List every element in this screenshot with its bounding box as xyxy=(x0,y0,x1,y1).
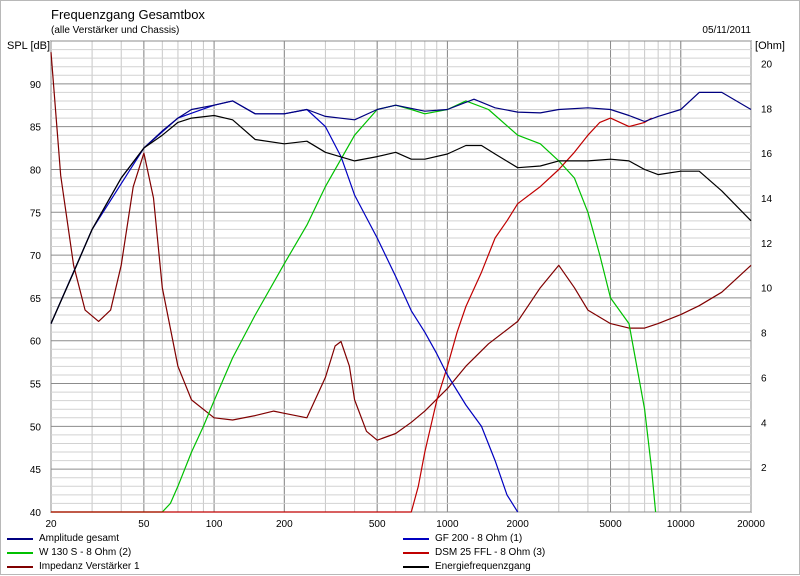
y-right-tick-label: 10 xyxy=(761,284,773,295)
chart-date: 05/11/2011 xyxy=(702,25,751,36)
legend-swatch xyxy=(7,538,33,540)
series-line-energiefrequenzgang xyxy=(50,114,752,324)
y-right-tick-label: 6 xyxy=(761,373,767,384)
y-left-axis-label: SPL [dB] xyxy=(7,40,51,52)
y-right-tick-label: 2 xyxy=(761,463,767,474)
x-tick-label: 100 xyxy=(206,519,223,530)
x-tick-label: 500 xyxy=(369,519,386,530)
y-left-tick-label: 40 xyxy=(30,508,42,519)
series-line-amplitude-gesamt xyxy=(50,91,752,324)
series-line-gf-200-8-ohm-1 xyxy=(50,100,519,513)
x-tick-label: 2000 xyxy=(507,519,530,530)
y-left-tick-label: 65 xyxy=(30,294,42,305)
y-left-tick-label: 70 xyxy=(30,251,42,262)
y-left-tick-label: 85 xyxy=(30,123,42,134)
legend-label: Energiefrequenzgang xyxy=(435,561,531,572)
series-line-impedanz-verst-rker-1 xyxy=(50,52,752,441)
y-left-tick-label: 45 xyxy=(30,465,42,476)
y-left-tick-label: 50 xyxy=(30,422,42,433)
legend-swatch xyxy=(403,552,429,554)
legend-label: W 130 S - 8 Ohm (2) xyxy=(39,547,132,558)
y-right-tick-label: 8 xyxy=(761,329,767,340)
x-tick-label: 5000 xyxy=(599,519,622,530)
x-tick-label: 1000 xyxy=(436,519,459,530)
chart-title: Frequenzgang Gesamtbox xyxy=(51,7,205,22)
legend-label: DSM 25 FFL - 8 Ohm (3) xyxy=(435,547,546,558)
y-right-tick-label: 14 xyxy=(761,194,773,205)
y-right-tick-label: 20 xyxy=(761,59,773,70)
y-left-tick-label: 80 xyxy=(30,165,42,176)
legend: Amplitude gesamt GF 200 - 8 Ohm (1) W 130 … xyxy=(1,530,800,576)
chart-subtitle: (alle Verstärker und Chassis) xyxy=(51,25,180,36)
y-left-tick-label: 90 xyxy=(30,80,42,91)
y-left-tick-label: 60 xyxy=(30,337,42,348)
y-right-tick-label: 16 xyxy=(761,149,773,160)
series-line-dsm-25-ffl-8-ohm-3 xyxy=(51,117,652,513)
y-left-tick-label: 75 xyxy=(30,208,42,219)
legend-label: GF 200 - 8 Ohm (1) xyxy=(435,533,523,544)
y-right-axis-label: Z [Ohm] xyxy=(745,40,785,52)
series-line-w-130-s-8-ohm-2 xyxy=(51,100,657,513)
legend-swatch xyxy=(403,566,429,568)
legend-swatch xyxy=(7,566,33,568)
legend-label: Amplitude gesamt xyxy=(39,533,120,544)
y-right-tick-label: 18 xyxy=(761,104,773,115)
x-tick-label: 200 xyxy=(276,519,293,530)
legend-swatch xyxy=(7,552,33,554)
y-right-tick-label: 12 xyxy=(761,239,773,250)
x-tick-label: 50 xyxy=(138,519,150,530)
y-right-tick-label: 4 xyxy=(761,418,767,429)
plot-frame xyxy=(50,40,752,513)
x-tick-label: 10000 xyxy=(667,519,695,530)
legend-label: Impedanz Verstärker 1 xyxy=(39,561,140,572)
x-tick-label: 20 xyxy=(45,519,57,530)
legend-swatch xyxy=(403,538,429,540)
x-tick-label: 20000 xyxy=(737,519,765,530)
y-left-tick-label: 55 xyxy=(30,380,42,391)
